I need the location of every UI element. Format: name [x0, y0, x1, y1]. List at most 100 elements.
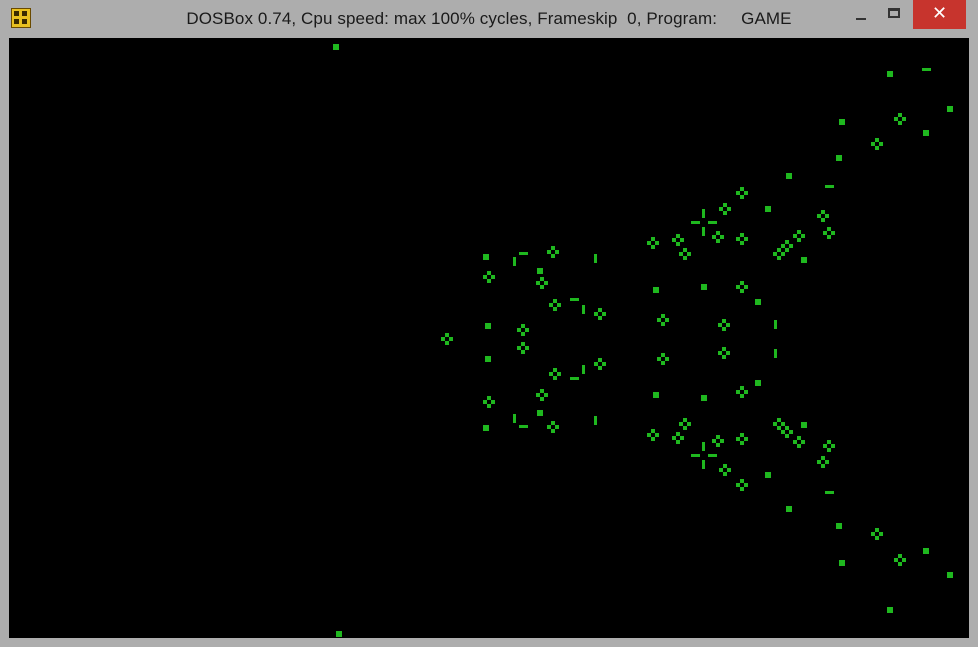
cell — [947, 106, 953, 112]
cell — [701, 284, 707, 290]
diamond-cell — [740, 195, 744, 199]
diamond-cell — [879, 142, 883, 146]
diamond-cell — [875, 138, 879, 142]
diamond-cell — [517, 346, 521, 350]
diamond-cell — [723, 464, 727, 468]
diamond-cell — [676, 440, 680, 444]
diamond-cell — [657, 318, 661, 322]
cell — [483, 254, 489, 260]
diamond-cell — [540, 389, 544, 393]
diamond-cell — [525, 346, 529, 350]
diamond-cell — [740, 386, 744, 390]
diamond-cell — [676, 234, 680, 238]
blinker-h — [708, 221, 717, 224]
title-bar[interactable]: DOSBox 0.74, Cpu speed: max 100% cycles,… — [0, 0, 978, 38]
diamond-cell — [683, 426, 687, 430]
diamond-cell — [785, 248, 789, 252]
diamond-cell — [716, 443, 720, 447]
diamond-cell — [547, 250, 551, 254]
diamond-cell — [665, 318, 669, 322]
diamond-cell — [594, 312, 598, 316]
diamond-cell — [827, 440, 831, 444]
diamond-cell — [740, 233, 744, 237]
diamond-cell — [744, 285, 748, 289]
diamond-cell — [680, 238, 684, 242]
diamond-cell — [871, 532, 875, 536]
diamond-cell — [716, 435, 720, 439]
diamond-cell — [817, 214, 821, 218]
blinker-v — [774, 320, 777, 329]
diamond-cell — [549, 303, 553, 307]
cell — [801, 422, 807, 428]
diamond-cell — [536, 393, 540, 397]
diamond-cell — [720, 439, 724, 443]
diamond-cell — [894, 117, 898, 121]
blinker-v — [582, 305, 585, 314]
diamond-cell — [445, 341, 449, 345]
blinker-h — [825, 185, 834, 188]
diamond-cell — [785, 434, 789, 438]
diamond-cell — [727, 468, 731, 472]
diamond-cell — [661, 361, 665, 365]
diamond-cell — [727, 207, 731, 211]
dosbox-icon[interactable] — [11, 8, 31, 28]
diamond-cell — [740, 241, 744, 245]
blinker-h — [570, 298, 579, 301]
diamond-cell — [793, 234, 797, 238]
cell — [755, 380, 761, 386]
diamond-cell — [655, 241, 659, 245]
diamond-cell — [898, 121, 902, 125]
game-screen[interactable] — [9, 38, 969, 638]
diamond-cell — [736, 390, 740, 394]
diamond-cell — [823, 444, 827, 448]
diamond-cell — [740, 441, 744, 445]
diamond-cell — [683, 248, 687, 252]
diamond-cell — [687, 422, 691, 426]
cell — [923, 548, 929, 554]
close-button[interactable]: ✕ — [913, 0, 966, 29]
diamond-cell — [661, 353, 665, 357]
diamond-cell — [551, 421, 555, 425]
diamond-cell — [797, 436, 801, 440]
diamond-cell — [716, 231, 720, 235]
diamond-cell — [687, 252, 691, 256]
diamond-cell — [487, 404, 491, 408]
diamond-cell — [555, 250, 559, 254]
diamond-cell — [777, 256, 781, 260]
diamond-cell — [647, 433, 651, 437]
diamond-cell — [817, 460, 821, 464]
cell — [839, 119, 845, 125]
cell — [836, 155, 842, 161]
minimize-icon — [856, 18, 866, 20]
diamond-cell — [553, 376, 557, 380]
diamond-cell — [491, 400, 495, 404]
diamond-cell — [736, 483, 740, 487]
diamond-cell — [785, 240, 789, 244]
diamond-cell — [740, 281, 744, 285]
diamond-cell — [781, 430, 785, 434]
diamond-cell — [521, 332, 525, 336]
diamond-cell — [557, 303, 561, 307]
diamond-cell — [551, 254, 555, 258]
diamond-cell — [726, 351, 730, 355]
diamond-cell — [655, 433, 659, 437]
minimize-button[interactable] — [846, 0, 876, 30]
diamond-cell — [445, 333, 449, 337]
cell — [765, 206, 771, 212]
diamond-cell — [651, 429, 655, 433]
blinker-v — [702, 209, 705, 218]
cell — [801, 257, 807, 263]
blinker-v — [594, 416, 597, 425]
cell — [701, 395, 707, 401]
diamond-cell — [651, 245, 655, 249]
diamond-cell — [736, 191, 740, 195]
diamond-cell — [740, 394, 744, 398]
cell — [887, 607, 893, 613]
diamond-cell — [544, 393, 548, 397]
diamond-cell — [821, 456, 825, 460]
maximize-button[interactable] — [880, 0, 910, 30]
diamond-cell — [871, 142, 875, 146]
cell — [483, 425, 489, 431]
diamond-cell — [683, 256, 687, 260]
diamond-cell — [719, 468, 723, 472]
